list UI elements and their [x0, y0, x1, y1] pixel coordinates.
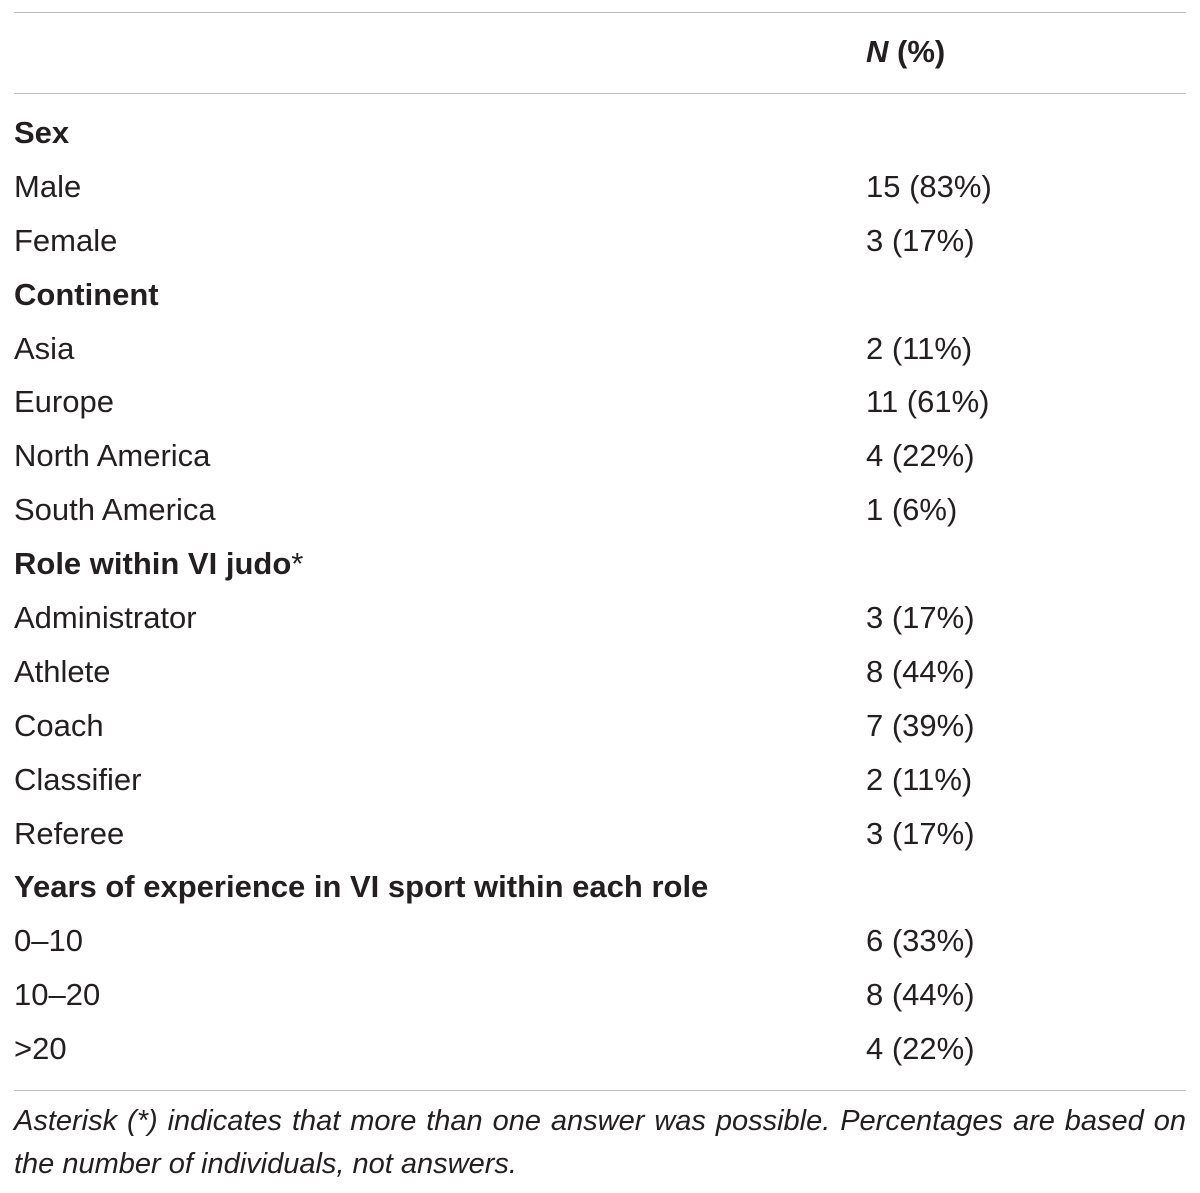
table-header-rule: [14, 93, 1186, 94]
header-n-percent: N (%): [866, 34, 945, 70]
group-title: Continent: [14, 276, 159, 312]
row-value: 1 (6%): [866, 492, 958, 528]
table-bottom-rule: [14, 1090, 1186, 1091]
row-value: 2 (11%): [866, 330, 973, 366]
table-row: Athlete 8 (44%): [14, 646, 1186, 700]
group-heading: Sex: [14, 115, 69, 151]
table-row: Europe 11 (61%): [14, 376, 1186, 430]
row-value: 6 (33%): [866, 923, 975, 959]
table-row: Referee 3 (17%): [14, 808, 1186, 862]
header-n: N: [866, 34, 889, 69]
table-row: 10–20 8 (44%): [14, 969, 1186, 1023]
row-value: 8 (44%): [866, 653, 975, 689]
row-label: Europe: [14, 384, 114, 420]
group-heading: Role within VI judo*: [14, 546, 303, 582]
table-row: >20 4 (22%): [14, 1023, 1186, 1077]
table-row: Coach 7 (39%): [14, 700, 1186, 754]
row-label: Referee: [14, 815, 125, 851]
group-title: Sex: [14, 115, 70, 150]
row-value: 15 (83%): [866, 168, 992, 204]
group-title: Role within VI judo: [14, 546, 292, 582]
row-label: 0–10: [14, 923, 83, 959]
group-heading-row: Role within VI judo*: [14, 538, 1186, 592]
group-heading-row: Years of experience in VI sport within e…: [14, 861, 1186, 915]
row-label: Female: [14, 222, 118, 258]
row-label: Asia: [14, 330, 75, 366]
row-value: 4 (22%): [866, 1031, 975, 1067]
row-value: 2 (11%): [866, 761, 973, 797]
row-label: Coach: [14, 707, 104, 743]
row-value: 8 (44%): [866, 977, 975, 1013]
table-top-rule: [14, 12, 1186, 13]
row-label: Administrator: [14, 600, 197, 636]
table-row: North America 4 (22%): [14, 430, 1186, 484]
row-label: Male: [14, 168, 82, 204]
row-value: 3 (17%): [866, 600, 975, 636]
row-label: South America: [14, 492, 216, 528]
group-footnote-mark: *: [291, 546, 304, 582]
table-footnote: Asterisk (*) indicates that more than on…: [14, 1105, 1186, 1180]
row-value: 7 (39%): [866, 707, 975, 743]
header-percent: (%): [888, 34, 946, 69]
table-row: 0–10 6 (33%): [14, 915, 1186, 969]
row-label: Classifier: [14, 761, 142, 797]
group-heading-row: Sex: [14, 107, 1186, 161]
table-body: Sex Male 15 (83%) Female 3 (17%) Continent Asi…: [14, 107, 1186, 1077]
group-heading: Continent: [14, 277, 159, 313]
row-label: >20: [14, 1031, 67, 1067]
group-heading-row: Continent: [14, 269, 1186, 323]
group-heading: Years of experience in VI sport within e…: [14, 869, 708, 905]
table-row: South America 1 (6%): [14, 484, 1186, 538]
table-row: Administrator 3 (17%): [14, 592, 1186, 646]
group-title: Years of experience in VI sport within e…: [14, 869, 709, 905]
table-row: Female 3 (17%): [14, 215, 1186, 269]
table-row: Male 15 (83%): [14, 161, 1186, 215]
table-row: Asia 2 (11%): [14, 323, 1186, 377]
table-header-row: N (%): [14, 26, 1186, 80]
table-row: Classifier 2 (11%): [14, 754, 1186, 808]
row-value: 4 (22%): [866, 438, 975, 474]
row-label: North America: [14, 438, 211, 474]
row-value: 3 (17%): [866, 815, 975, 851]
row-value: 3 (17%): [866, 222, 975, 258]
row-label: 10–20: [14, 977, 101, 1013]
row-label: Athlete: [14, 653, 111, 689]
row-value: 11 (61%): [866, 384, 990, 420]
